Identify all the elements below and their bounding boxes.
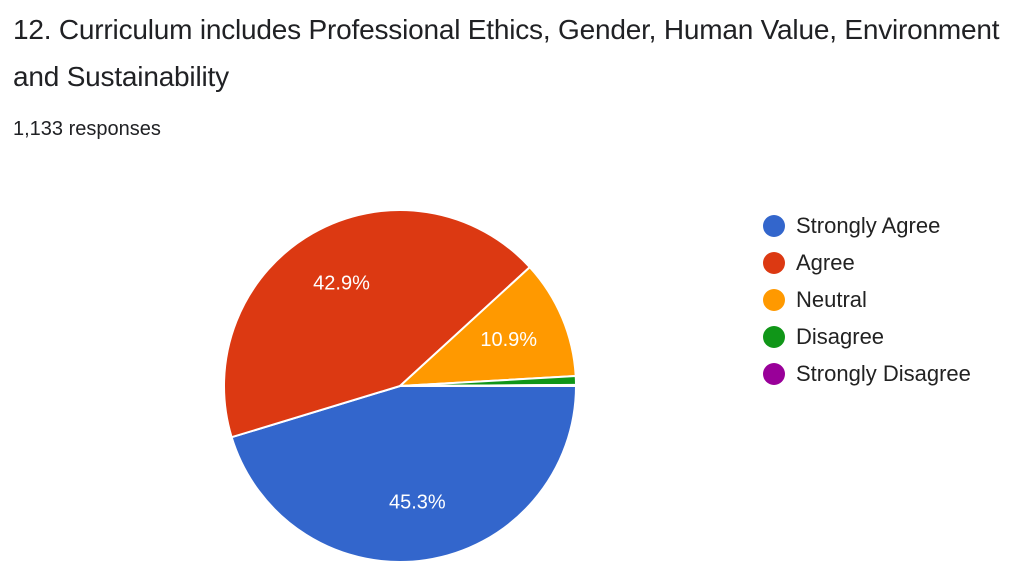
legend-swatch — [763, 362, 785, 385]
legend-swatch — [763, 288, 785, 311]
pie-slice-agree[interactable] — [223, 209, 531, 439]
legend-item[interactable]: Strongly Agree — [763, 207, 971, 244]
pie-slice-strongly-disagree[interactable] — [399, 383, 578, 387]
chart-legend: Strongly Agree Agree Neutral Disagree Strong… — [763, 207, 971, 392]
pie-slice-data-label: 45.3% — [389, 492, 446, 514]
legend-swatch — [763, 214, 785, 237]
legend-label: Neutral — [796, 286, 867, 312]
response-count: 1,133 responses — [13, 118, 161, 140]
pie-slice-data-label: 42.9% — [313, 273, 370, 295]
pie-slice-labels: 45.3% 42.9% 10.9% — [313, 273, 537, 514]
legend-label: Strongly Disagree — [796, 360, 971, 386]
legend-swatch — [763, 251, 785, 274]
question-title: 12. Curriculum includes Professional Eth… — [13, 14, 1000, 92]
legend-item[interactable]: Strongly Disagree — [763, 355, 971, 392]
legend-item[interactable]: Disagree — [763, 318, 971, 355]
legend-item[interactable]: Neutral — [763, 281, 971, 318]
legend-item[interactable]: Agree — [763, 244, 971, 281]
legend-label: Disagree — [796, 323, 885, 349]
legend-swatch — [763, 325, 785, 348]
legend-label: Strongly Agree — [796, 212, 941, 238]
pie-slice-neutral[interactable] — [399, 266, 577, 387]
pie-slice-data-label: 10.9% — [480, 329, 537, 351]
pie-slices — [223, 209, 578, 563]
pie-slice-strongly-agree[interactable] — [230, 385, 577, 563]
legend-label: Agree — [796, 249, 855, 275]
